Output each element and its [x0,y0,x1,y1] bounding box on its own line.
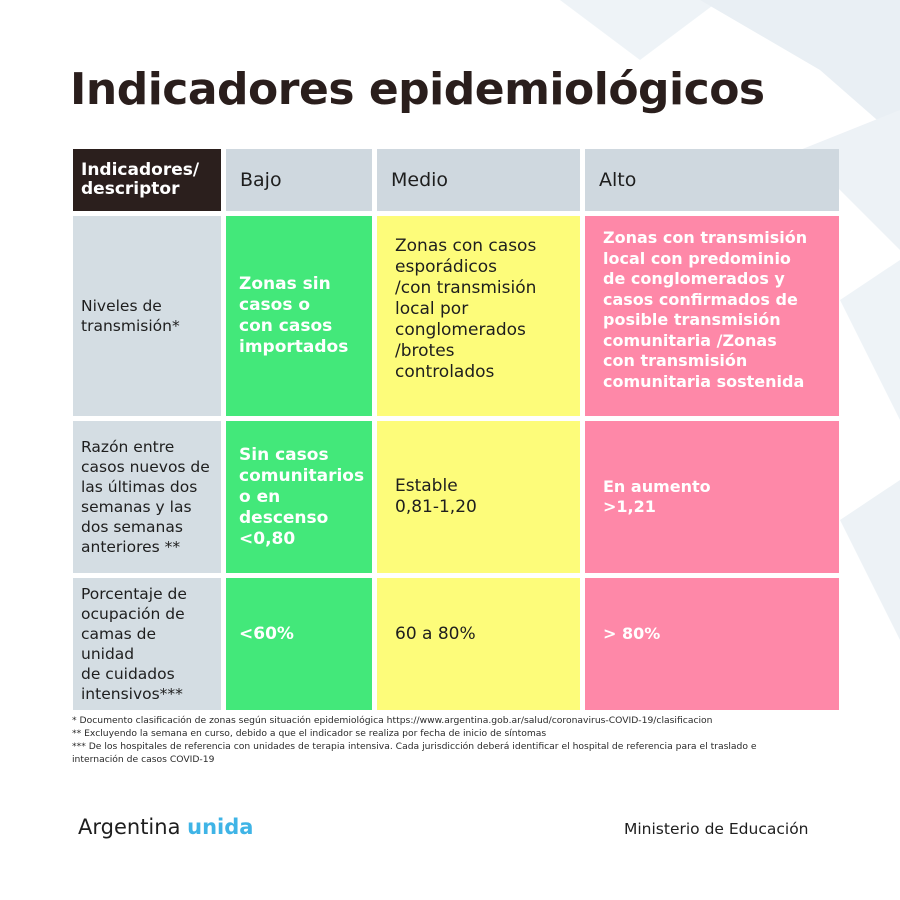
cell-medium: 60 a 80% [377,578,580,710]
header-high: Alto [585,149,839,211]
footnote: internación de casos COVID-19 [72,754,215,765]
footnote: ** Excluyendo la semana en curso, debido… [72,728,547,739]
ministry-name: Ministerio de Educación [624,820,809,838]
row-descriptor: Porcentaje de ocupación de camas de unid… [73,578,221,710]
footnotes: * Documento clasificación de zonas según… [72,714,842,766]
table-row: Razón entre casos nuevos de las últimas … [73,421,839,573]
brand-logo: Argentina unida [78,815,253,839]
footnote: *** De los hospitales de referencia con … [72,741,757,752]
page-title: Indicadores epidemiológicos [70,64,765,115]
header-medium: Medio [377,149,580,211]
table-row: Porcentaje de ocupación de camas de unid… [73,578,839,710]
table-row: Niveles de transmisión* Zonas sin casos … [73,216,839,416]
row-descriptor: Niveles de transmisión* [73,216,221,416]
cell-high: > 80% [585,578,839,710]
cell-high: Zonas con transmisión local con predomin… [585,216,839,416]
cell-medium: Zonas con casos esporádicos /con transmi… [377,216,580,416]
row-descriptor: Razón entre casos nuevos de las últimas … [73,421,221,573]
cell-low: Zonas sin casos o con casos importados [226,216,372,416]
cell-medium: Estable 0,81-1,20 [377,421,580,573]
indicators-table: Indicadores/ descriptor Bajo Medio Alto … [68,144,844,715]
footnote: * Documento clasificación de zonas según… [72,715,713,726]
cell-high: En aumento >1,21 [585,421,839,573]
header-low: Bajo [226,149,372,211]
header-descriptor: Indicadores/ descriptor [73,149,221,211]
brand-accent: unida [187,815,254,839]
cell-low: <60% [226,578,372,710]
brand-main: Argentina [78,815,181,839]
cell-low: Sin casos comunitarios o en descenso <0,… [226,421,372,573]
table-header-row: Indicadores/ descriptor Bajo Medio Alto [73,149,839,211]
